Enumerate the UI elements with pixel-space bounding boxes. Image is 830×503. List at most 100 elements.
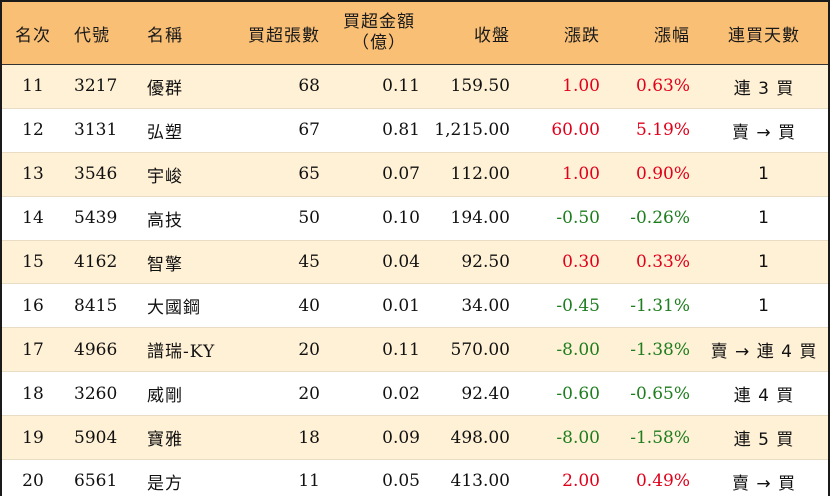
net-buy-amount-cell: 0.02 bbox=[382, 383, 420, 404]
net-buy-lots-cell: 50 bbox=[298, 208, 320, 229]
close-price-cell: 570.00 bbox=[450, 339, 510, 360]
header-net-buy-amount: 買超金額 （億） bbox=[332, 2, 426, 64]
net-buy-amount-cell: 0.10 bbox=[382, 208, 420, 229]
name-cell: 大國鋼 bbox=[147, 298, 201, 319]
consecutive-days-cell: 賣 → 連 4 買 bbox=[710, 342, 818, 363]
code-cell: 5904 bbox=[74, 427, 118, 448]
table-row: 19 5904 寶雅 18 0.09 498.00 -8.00 -1.58% 連 5 買 bbox=[2, 416, 828, 461]
close-price-cell: 413.00 bbox=[450, 471, 510, 492]
name-cell: 譜瑞-KY bbox=[147, 342, 216, 363]
consecutive-days-cell: 1 bbox=[758, 295, 770, 316]
rank-cell: 17 bbox=[22, 339, 44, 360]
rank-cell: 12 bbox=[22, 120, 44, 141]
net-buy-lots-cell: 67 bbox=[298, 120, 320, 141]
name-cell: 宇峻 bbox=[147, 166, 183, 187]
table-row: 16 8415 大國鋼 40 0.01 34.00 -0.45 -1.31% 1 bbox=[2, 284, 828, 329]
name-cell: 高技 bbox=[147, 210, 183, 231]
close-price-cell: 159.50 bbox=[450, 76, 510, 97]
net-buy-amount-cell: 0.07 bbox=[382, 164, 420, 185]
rank-cell: 13 bbox=[22, 164, 44, 185]
close-price-cell: 92.40 bbox=[461, 383, 510, 404]
rank-cell: 18 bbox=[22, 383, 44, 404]
net-buy-amount-cell: 0.09 bbox=[382, 427, 420, 448]
name-cell: 寶雅 bbox=[147, 430, 183, 451]
rank-cell: 16 bbox=[22, 295, 44, 316]
change-pct-cell: 0.63% bbox=[635, 76, 690, 97]
rank-cell: 11 bbox=[22, 76, 44, 97]
code-cell: 3260 bbox=[74, 383, 118, 404]
table-header: 名次 代號 名稱 買超張數 買超金額 （億） 收盤 漲跌 漲幅 連買天數 bbox=[2, 2, 828, 65]
net-buy-lots-cell: 65 bbox=[298, 164, 320, 185]
consecutive-days-cell: 1 bbox=[758, 252, 770, 272]
close-price-cell: 34.00 bbox=[461, 295, 510, 316]
change-cell: 60.00 bbox=[551, 120, 600, 141]
net-buy-amount-cell: 0.05 bbox=[382, 471, 420, 492]
change-cell: 0.30 bbox=[562, 252, 600, 272]
consecutive-days-cell: 1 bbox=[758, 208, 770, 229]
change-pct-cell: 0.33% bbox=[635, 252, 690, 272]
header-net-buy-amount-label: 買超金額 bbox=[343, 12, 415, 32]
net-buy-lots-cell: 45 bbox=[298, 252, 320, 272]
net-buy-lots-cell: 68 bbox=[298, 76, 320, 97]
header-net-buy-lots: 買超張數 bbox=[248, 25, 320, 46]
rank-cell: 20 bbox=[22, 471, 44, 492]
table-row: 20 6561 是方 11 0.05 413.00 2.00 0.49% 賣 → 買 bbox=[2, 460, 828, 503]
code-cell: 6561 bbox=[74, 471, 118, 492]
net-buy-amount-cell: 0.01 bbox=[382, 295, 420, 316]
rank-cell: 15 bbox=[22, 252, 44, 272]
change-pct-cell: -0.26% bbox=[630, 208, 690, 229]
table-row: 12 3131 弘塑 67 0.81 1,215.00 60.00 5.19% 賣 → 買 bbox=[2, 108, 828, 153]
net-buy-lots-cell: 40 bbox=[298, 295, 320, 316]
code-cell: 3131 bbox=[74, 120, 118, 141]
name-cell: 智擎 bbox=[147, 254, 183, 275]
consecutive-days-cell: 賣 → 買 bbox=[731, 473, 797, 494]
header-consecutive-days: 連買天數 bbox=[728, 25, 800, 46]
change-cell: -8.00 bbox=[556, 427, 600, 448]
change-cell: -0.50 bbox=[556, 208, 600, 229]
net-buy-amount-cell: 0.11 bbox=[382, 339, 420, 360]
code-cell: 3546 bbox=[74, 164, 118, 185]
consecutive-days-cell: 賣 → 買 bbox=[731, 122, 797, 143]
net-buy-amount-cell: 0.11 bbox=[382, 76, 420, 97]
code-cell: 3217 bbox=[74, 76, 118, 97]
change-cell: -0.45 bbox=[556, 295, 600, 316]
net-buy-lots-cell: 11 bbox=[298, 471, 320, 492]
table-row: 11 3217 優群 68 0.11 159.50 1.00 0.63% 連 3 買 bbox=[2, 65, 828, 109]
consecutive-days-cell: 連 5 買 bbox=[733, 430, 795, 451]
change-cell: 1.00 bbox=[562, 76, 600, 97]
header-change: 漲跌 bbox=[564, 25, 600, 46]
close-price-cell: 498.00 bbox=[450, 427, 510, 448]
change-pct-cell: 0.49% bbox=[635, 471, 690, 492]
code-cell: 4966 bbox=[74, 339, 118, 360]
net-buy-lots-cell: 18 bbox=[298, 427, 320, 448]
name-cell: 是方 bbox=[147, 473, 183, 494]
header-rank: 名次 bbox=[15, 25, 51, 46]
net-buy-amount-cell: 0.81 bbox=[382, 120, 420, 141]
change-cell: 1.00 bbox=[562, 164, 600, 185]
table-row: 14 5439 高技 50 0.10 194.00 -0.50 -0.26% 1 bbox=[2, 196, 828, 241]
table-row: 15 4162 智擎 45 0.04 92.50 0.30 0.33% 1 bbox=[2, 240, 828, 285]
close-price-cell: 92.50 bbox=[461, 252, 510, 272]
header-net-buy-amount-unit: （億） bbox=[352, 33, 406, 53]
net-buy-lots-cell: 20 bbox=[298, 339, 320, 360]
change-pct-cell: -1.38% bbox=[630, 339, 690, 360]
name-cell: 弘塑 bbox=[147, 122, 183, 143]
header-name: 名稱 bbox=[147, 25, 183, 46]
table-row: 17 4966 譜瑞-KY 20 0.11 570.00 -8.00 -1.38% 賣 → 連 … bbox=[2, 328, 828, 373]
consecutive-days-cell: 連 3 買 bbox=[733, 78, 795, 99]
change-pct-cell: -1.58% bbox=[630, 427, 690, 448]
net-buy-lots-cell: 20 bbox=[298, 383, 320, 404]
rank-cell: 14 bbox=[22, 208, 44, 229]
table-row: 13 3546 宇峻 65 0.07 112.00 1.00 0.90% 1 bbox=[2, 152, 828, 197]
name-cell: 優群 bbox=[147, 78, 183, 99]
header-change-pct: 漲幅 bbox=[654, 25, 690, 46]
table-body: 11 3217 優群 68 0.11 159.50 1.00 0.63% 連 3 買 12 3131… bbox=[2, 65, 828, 503]
header-close: 收盤 bbox=[474, 25, 510, 46]
change-pct-cell: 5.19% bbox=[635, 120, 690, 141]
change-cell: -8.00 bbox=[556, 339, 600, 360]
rank-cell: 19 bbox=[22, 427, 44, 448]
change-cell: 2.00 bbox=[562, 471, 600, 492]
consecutive-days-cell: 1 bbox=[758, 164, 770, 185]
close-price-cell: 194.00 bbox=[450, 208, 510, 229]
